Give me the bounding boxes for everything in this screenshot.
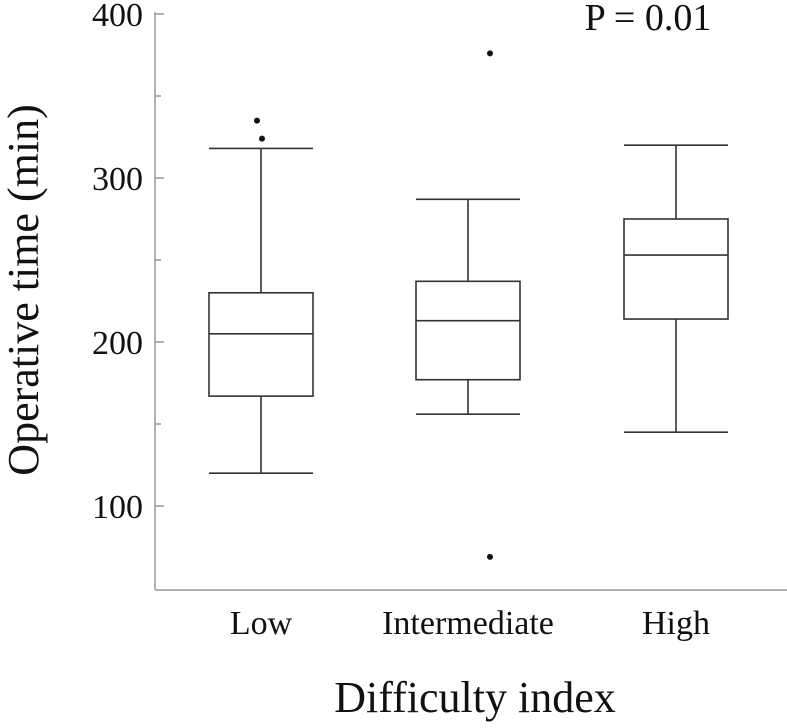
iqr-box-high [623,218,729,320]
outlier-intermediate-1 [487,50,493,57]
axes [154,12,787,591]
y-tick-label-300: 300 [92,161,143,198]
outlier-low-1 [254,117,260,124]
y-tick-label-100: 100 [92,489,143,526]
iqr-box-intermediate [415,280,521,381]
y-tick-label-400: 400 [92,0,143,34]
y-tick-label-200: 200 [92,325,143,362]
box-group-low: Low [208,117,314,642]
y-axis-title: Operative time (min) [0,104,48,475]
box-group-high: High [623,144,729,642]
outlier-low-0 [259,135,265,142]
y-ticks: 100 200 300 400 [92,0,164,526]
iqr-box-low [208,291,314,397]
box-group-intermediate: Intermediate [382,50,554,642]
x-tick-label-high: High [642,605,710,642]
x-tick-label-low: Low [230,605,293,642]
boxes: Low Intermediate High [208,50,729,642]
outlier-intermediate-0 [487,553,493,560]
x-axis-title: Difficulty index [334,673,615,722]
p-value-annotation: P = 0.01 [585,0,712,39]
x-tick-label-intermediate: Intermediate [382,605,554,642]
